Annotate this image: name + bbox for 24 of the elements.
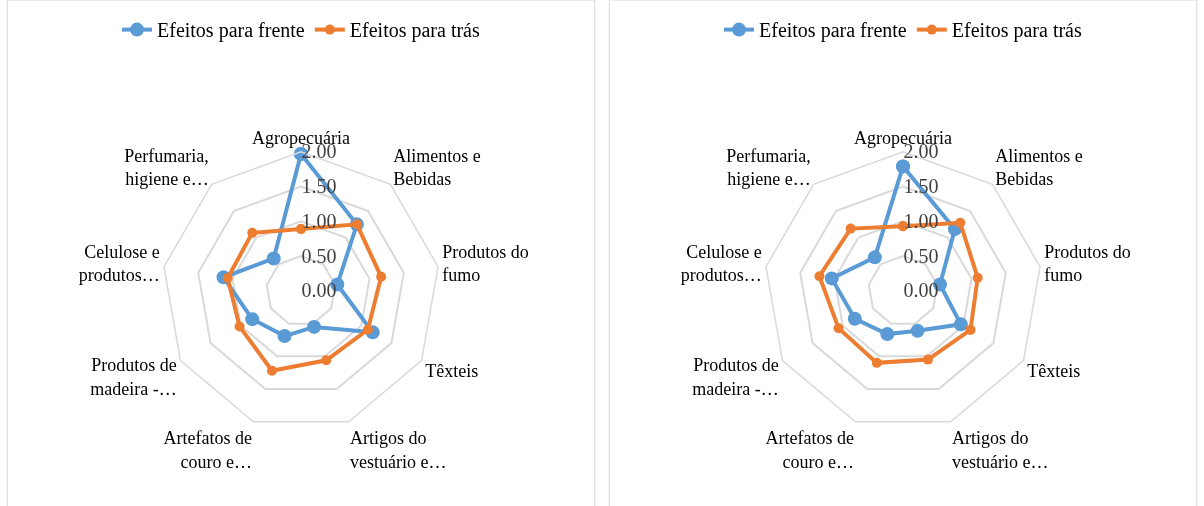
spoke-label: Têxteis bbox=[425, 361, 479, 382]
spoke-label: Alimentos e Bebidas bbox=[393, 145, 481, 190]
spoke-label: Produtos do fumo bbox=[1044, 241, 1131, 286]
spoke-label: Artigos do vestuário e… bbox=[350, 428, 447, 472]
spoke-label: Artefatos de couro e… bbox=[765, 428, 854, 472]
spoke-label: Produtos de madeira -… bbox=[90, 355, 177, 399]
spoke-label: Produtos de madeira -… bbox=[692, 355, 779, 399]
legend-label: Efeitos para trás bbox=[951, 19, 1082, 43]
legend-label: Efeitos para frente bbox=[157, 19, 305, 43]
legend-label: Efeitos para trás bbox=[349, 19, 480, 43]
spoke-label: Artefatos de couro e… bbox=[163, 428, 252, 472]
y-tick-label: 0.50 bbox=[301, 244, 337, 267]
spoke-label: Produtos do fumo bbox=[442, 241, 529, 286]
spoke-label: Celulose e produtos… bbox=[78, 241, 160, 286]
spoke-label: Perfumaria, higiene e… bbox=[124, 145, 209, 190]
spoke-label: Têxteis bbox=[1027, 361, 1081, 382]
spoke-label: Alimentos e Bebidas bbox=[995, 145, 1083, 190]
spoke-label: Celulose e produtos… bbox=[680, 241, 762, 286]
spoke-label: Perfumaria, higiene e… bbox=[726, 145, 811, 190]
y-tick-label: 0.00 bbox=[903, 279, 939, 302]
y-tick-label: 0.00 bbox=[301, 279, 337, 302]
spoke-label: Artigos do vestuário e… bbox=[952, 428, 1049, 472]
legend-label: Efeitos para frente bbox=[759, 19, 907, 43]
y-tick-label: 0.50 bbox=[903, 244, 939, 267]
